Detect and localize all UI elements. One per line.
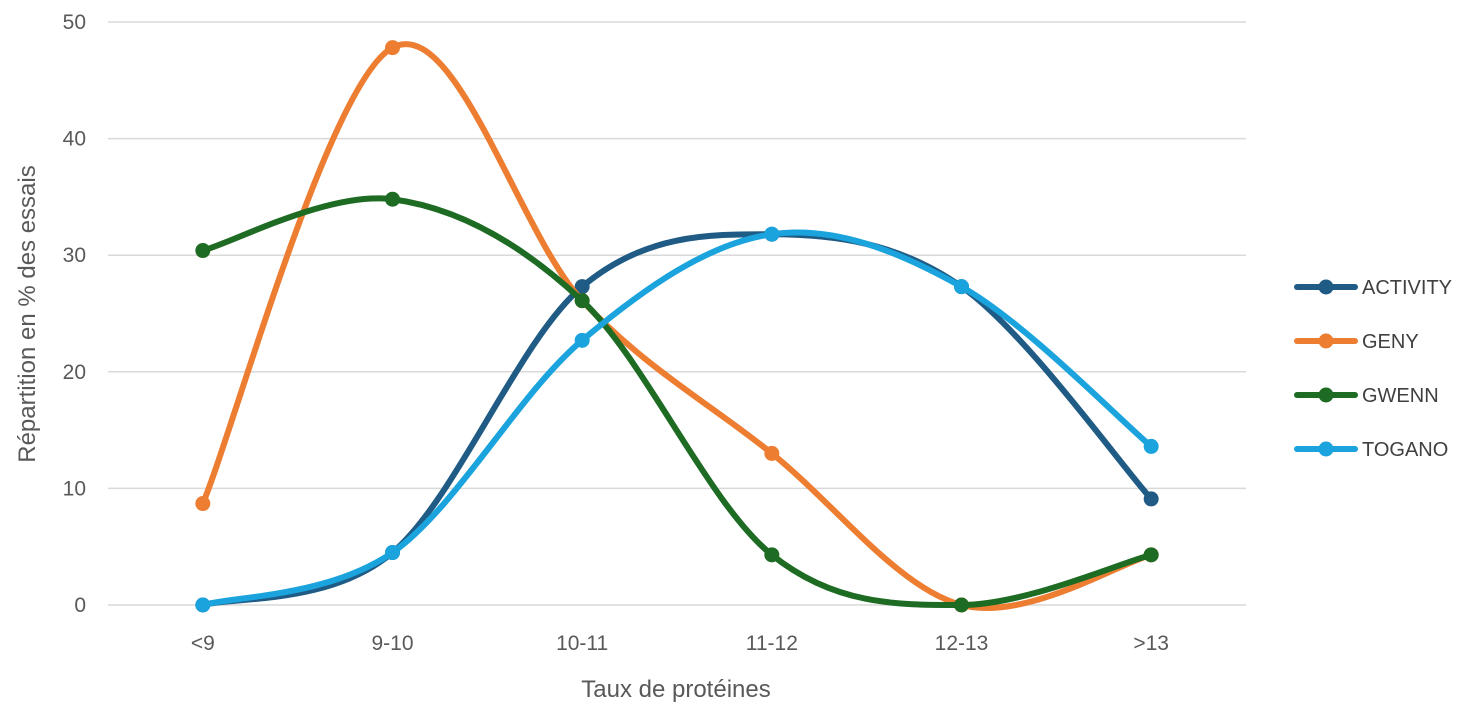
data-point-togano xyxy=(195,597,211,613)
legend-item-gwenn: GWENN xyxy=(1294,385,1439,407)
legend-label: GWENN xyxy=(1362,385,1439,407)
data-point-togano xyxy=(574,332,590,348)
x-axis-title: Taux de protéines xyxy=(581,676,770,703)
legend-label: TOGANO xyxy=(1362,439,1448,461)
data-point-geny xyxy=(385,40,400,56)
x-tick-label: >13 xyxy=(1133,632,1169,655)
legend-swatch-marker xyxy=(1318,333,1334,349)
data-point-gwenn xyxy=(195,243,211,259)
data-point-gwenn xyxy=(954,597,969,613)
data-point-togano xyxy=(1143,438,1159,454)
x-tick-label: <9 xyxy=(191,632,215,655)
legend-item-activity: ACTIVITY xyxy=(1294,277,1452,299)
y-tick-label: 0 xyxy=(74,594,86,617)
legend-swatch-marker xyxy=(1318,279,1334,295)
series-activity xyxy=(195,226,1159,613)
data-point-gwenn xyxy=(385,191,400,207)
x-axis-ticks: <9 9-10 10-11 11-12 12-13 >13 xyxy=(191,632,1169,655)
x-tick-label: 12-13 xyxy=(935,632,989,655)
y-tick-label: 40 xyxy=(63,128,86,151)
y-axis-title: Répartition en % des essais xyxy=(14,165,41,463)
grid-lines xyxy=(108,21,1246,606)
legend-item-togano: TOGANO xyxy=(1294,439,1448,461)
data-point-togano xyxy=(764,226,780,242)
series-line-gwenn xyxy=(199,195,1155,609)
series-line-togano xyxy=(199,229,1155,608)
data-point-activity xyxy=(1143,491,1159,507)
legend-item-geny: GENY xyxy=(1294,331,1419,353)
legend: ACTIVITY GENY GWENN TOGANO xyxy=(1294,277,1452,461)
data-point-gwenn xyxy=(1143,547,1159,563)
data-point-gwenn xyxy=(764,547,780,563)
x-tick-label: 11-12 xyxy=(746,632,798,655)
y-axis-ticks: 0 10 20 30 40 50 xyxy=(63,11,86,617)
y-tick-label: 30 xyxy=(63,244,86,267)
y-tick-label: 50 xyxy=(63,11,86,34)
data-point-togano xyxy=(385,545,400,561)
data-point-geny xyxy=(195,496,211,512)
data-point-gwenn xyxy=(574,293,590,309)
series-gwenn xyxy=(195,191,1159,613)
series-togano xyxy=(195,226,1159,613)
data-point-geny xyxy=(764,445,780,461)
legend-swatch-marker xyxy=(1318,441,1334,457)
legend-swatch-marker xyxy=(1318,387,1334,403)
legend-label: ACTIVITY xyxy=(1362,277,1452,299)
data-point-activity xyxy=(574,279,590,295)
series-lines xyxy=(195,40,1159,613)
data-point-togano xyxy=(954,279,969,295)
y-tick-label: 10 xyxy=(63,477,86,500)
x-tick-label: 10-11 xyxy=(556,632,608,655)
y-tick-label: 20 xyxy=(63,361,86,384)
x-tick-label: 9-10 xyxy=(371,632,413,655)
legend-label: GENY xyxy=(1362,331,1419,353)
series-line-activity xyxy=(199,231,1155,608)
